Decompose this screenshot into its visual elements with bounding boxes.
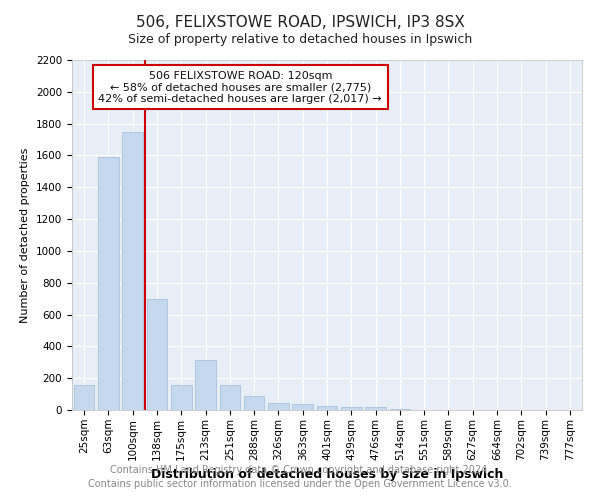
Bar	[98, 157, 119, 410]
Bar	[268, 403, 289, 410]
Bar	[244, 396, 265, 410]
Bar	[122, 132, 143, 410]
Y-axis label: Number of detached properties: Number of detached properties	[20, 148, 31, 322]
Bar	[220, 386, 240, 410]
Bar	[317, 406, 337, 410]
Bar	[365, 407, 386, 410]
Text: Size of property relative to detached houses in Ipswich: Size of property relative to detached ho…	[128, 32, 472, 46]
Bar	[389, 409, 410, 410]
Bar	[292, 404, 313, 410]
Bar	[171, 386, 191, 410]
Text: 506, FELIXSTOWE ROAD, IPSWICH, IP3 8SX: 506, FELIXSTOWE ROAD, IPSWICH, IP3 8SX	[136, 15, 464, 30]
Bar	[146, 298, 167, 410]
Text: 506 FELIXSTOWE ROAD: 120sqm
← 58% of detached houses are smaller (2,775)
42% of : 506 FELIXSTOWE ROAD: 120sqm ← 58% of det…	[98, 70, 382, 104]
Text: Contains HM Land Registry data © Crown copyright and database right 2024.
Contai: Contains HM Land Registry data © Crown c…	[88, 465, 512, 489]
Bar	[74, 386, 94, 410]
Bar	[341, 407, 362, 410]
X-axis label: Distribution of detached houses by size in Ipswich: Distribution of detached houses by size …	[151, 468, 503, 481]
Bar	[195, 360, 216, 410]
